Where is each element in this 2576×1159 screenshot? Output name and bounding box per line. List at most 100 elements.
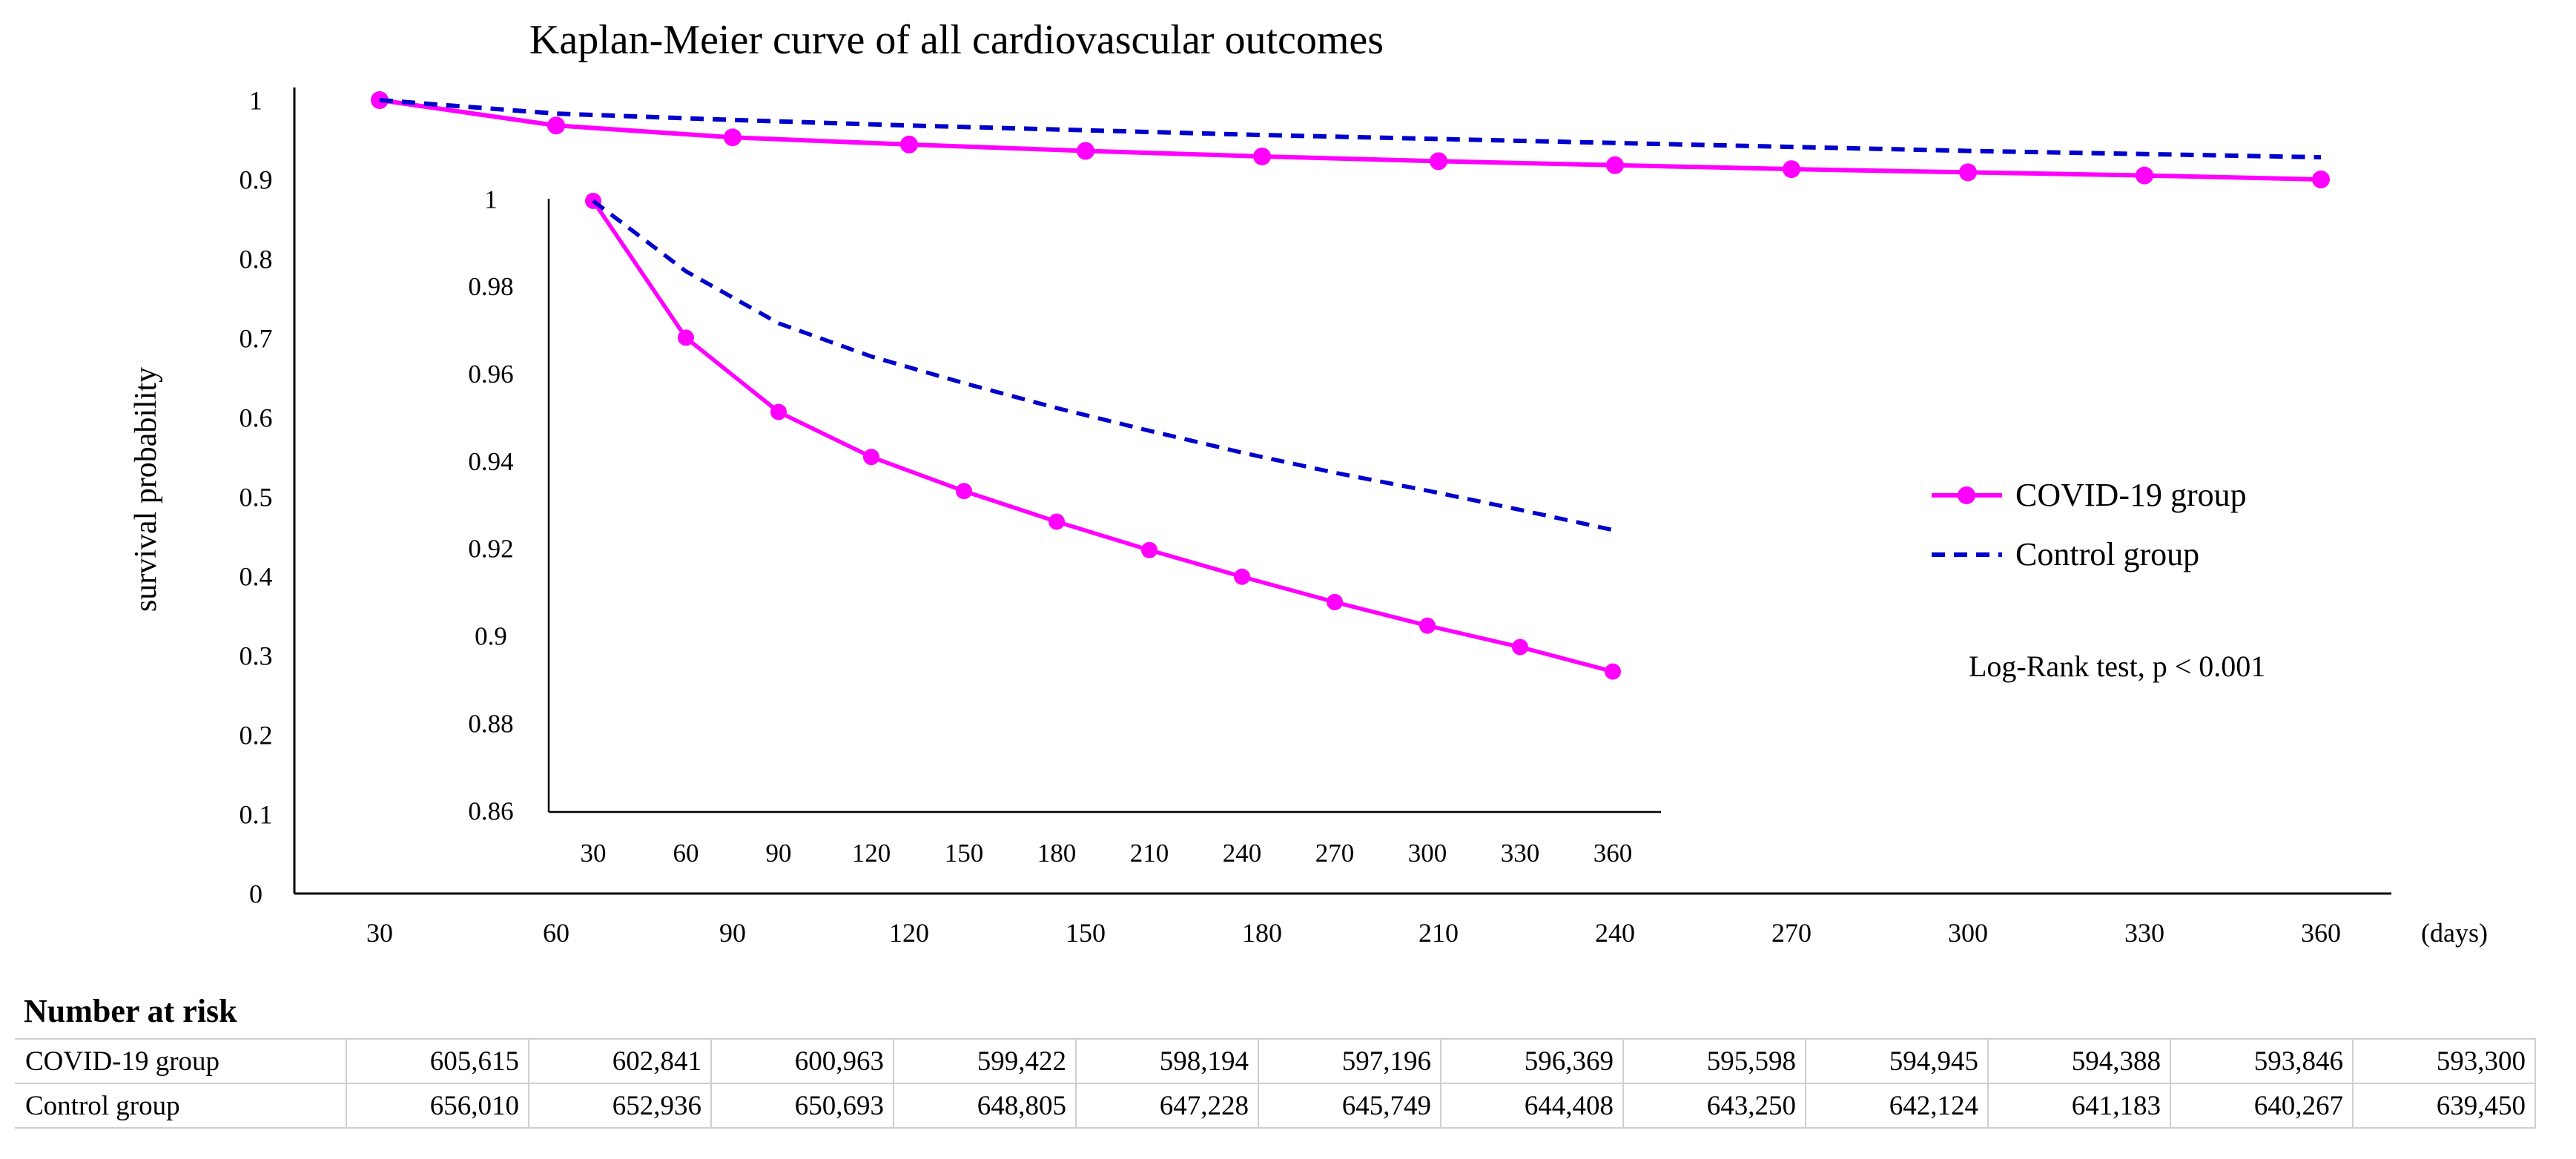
- inset-y-tick-label: 1: [484, 185, 498, 214]
- risk-cell: 643,250: [1623, 1083, 1806, 1129]
- y-axis-label: survival probability: [129, 367, 163, 612]
- risk-cell: 597,196: [1258, 1038, 1441, 1084]
- risk-cell: 598,194: [1076, 1038, 1259, 1084]
- main-x-tick-label: 150: [1066, 918, 1106, 948]
- risk-cell: 642,124: [1806, 1083, 1989, 1129]
- main-x-tick-label: 120: [889, 918, 929, 948]
- risk-cell: 599,422: [894, 1038, 1077, 1084]
- inset-covid-point: [1512, 638, 1528, 656]
- risk-row-control: Control group 656,010 652,936 650,693 648,80…: [15, 1083, 2536, 1129]
- risk-cell: 639,450: [2353, 1083, 2536, 1129]
- main-x-tick-label: 240: [1595, 918, 1635, 948]
- inset-covid-point: [770, 403, 787, 420]
- main-x-tick-label: 330: [2124, 918, 2164, 948]
- inset-x-tick-label: 330: [1501, 839, 1540, 868]
- inset-covid-point: [678, 329, 694, 346]
- inset-series-line-covid: [591, 199, 1614, 674]
- main-covid-point: [2312, 171, 2330, 188]
- risk-cell: 647,228: [1076, 1083, 1259, 1129]
- risk-cell: 648,805: [894, 1083, 1077, 1129]
- inset-y-tick-label: 0.94: [468, 447, 513, 476]
- inset-x-tick-label: 360: [1594, 839, 1633, 868]
- inset-covid-point: [1605, 663, 1621, 680]
- inset-covid-point: [1141, 541, 1157, 558]
- main-covid-point: [2136, 166, 2153, 185]
- main-x-tick-label: 180: [1242, 918, 1282, 948]
- main-covid-point: [1077, 142, 1094, 160]
- risk-cell: 602,841: [529, 1038, 712, 1084]
- risk-table-header: Number at risk: [24, 993, 237, 1029]
- legend: COVID-19 group Control group: [1932, 477, 2247, 572]
- risk-row-covid: COVID-19 group 605,615 602,841 600,963 599,4…: [15, 1038, 2536, 1084]
- inset-x-tick-label: 210: [1130, 839, 1169, 868]
- risk-cell: 594,388: [1988, 1038, 2171, 1084]
- risk-cell: 594,945: [1806, 1038, 1989, 1084]
- inset-series-group: [585, 192, 1621, 680]
- inset-y-tick-label: 0.86: [468, 796, 513, 825]
- inset-x-tick-label: 60: [673, 839, 699, 868]
- main-covid-point: [900, 135, 918, 153]
- main-covid-point: [1606, 156, 1624, 174]
- inset-y-tick-label: 0.88: [468, 709, 513, 738]
- main-series-group: [371, 91, 2330, 188]
- main-x-tick-label: 270: [1771, 918, 1812, 948]
- inset-y-tick-labels: 0.86 0.88 0.9 0.92 0.94 0.96 0.98 1: [468, 185, 513, 825]
- risk-cell: 645,749: [1258, 1083, 1441, 1129]
- main-y-tick-labels: 0 0.1 0.2 0.3 0.4 0.5 0.6 0.7 0.8 0.9 1: [240, 86, 273, 909]
- main-y-tick-label: 0.2: [240, 721, 273, 750]
- inset-x-tick-label: 240: [1223, 839, 1262, 868]
- risk-cell: 600,963: [711, 1038, 894, 1084]
- main-covid-point: [371, 91, 389, 109]
- main-covid-point: [1783, 160, 1800, 179]
- main-covid-point: [724, 128, 742, 147]
- main-x-tick-label: 60: [543, 918, 569, 948]
- risk-cell: 650,693: [711, 1083, 894, 1129]
- main-y-tick-label: 0: [249, 879, 262, 909]
- x-axis-unit-label: (days): [2421, 918, 2488, 948]
- risk-cell: 593,846: [2170, 1038, 2354, 1084]
- inset-y-tick-label: 0.9: [475, 622, 507, 651]
- inset-x-tick-label: 120: [852, 839, 891, 868]
- inset-x-tick-label: 30: [581, 839, 607, 868]
- inset-covid-point: [1327, 593, 1343, 610]
- chart-title: Kaplan-Meier curve of all cardiovascular…: [529, 17, 1384, 63]
- risk-cell: 595,598: [1623, 1038, 1806, 1084]
- risk-table: COVID-19 group 605,615 602,841 600,963 599,4…: [15, 1038, 2536, 1129]
- inset-covid-point: [1048, 513, 1065, 530]
- risk-cell: 593,300: [2353, 1038, 2536, 1084]
- main-x-tick-labels: 30 60 90 120 150 180 210 240 270 300 330 360: [366, 918, 2341, 948]
- main-covid-point: [1253, 147, 1271, 165]
- main-x-tick-label: 210: [1419, 918, 1459, 948]
- risk-cell: 656,010: [346, 1083, 529, 1129]
- main-series-line-control: [379, 98, 2322, 160]
- risk-cell: 644,408: [1441, 1083, 1624, 1129]
- risk-row-label: COVID-19 group: [15, 1038, 347, 1084]
- inset-y-tick-label: 0.92: [468, 535, 513, 564]
- inset-series-line-control: [592, 199, 1614, 532]
- risk-cell: 596,369: [1441, 1038, 1624, 1084]
- inset-x-tick-label: 150: [945, 839, 984, 868]
- inset-x-tick-label: 300: [1408, 839, 1447, 868]
- main-x-tick-label: 360: [2301, 918, 2341, 948]
- main-y-tick-label: 0.7: [240, 324, 273, 354]
- inset-x-tick-label: 270: [1315, 839, 1355, 868]
- inset-x-tick-label: 90: [766, 839, 792, 868]
- main-y-tick-label: 0.4: [240, 562, 273, 592]
- risk-cell: 605,615: [346, 1038, 529, 1084]
- main-covid-point: [1430, 152, 1447, 171]
- main-y-tick-label: 0.3: [240, 641, 273, 671]
- main-y-tick-label: 0.5: [240, 483, 273, 512]
- inset-x-tick-labels: 30 60 90 120 150 180 210 240 270 300 330 360: [581, 839, 1633, 868]
- risk-row-label: Control group: [15, 1083, 347, 1129]
- main-x-tick-label: 90: [719, 918, 746, 948]
- legend-covid-marker: [1958, 486, 1975, 504]
- main-y-tick-label: 0.8: [240, 245, 273, 274]
- risk-cell: 641,183: [1988, 1083, 2171, 1129]
- risk-cell: 652,936: [529, 1083, 712, 1129]
- legend-control-label: Control group: [2015, 536, 2199, 572]
- inset-covid-point: [1234, 568, 1250, 585]
- main-x-tick-label: 30: [366, 918, 393, 948]
- inset-x-tick-label: 180: [1037, 839, 1077, 868]
- inset-y-tick-label: 0.96: [468, 360, 513, 389]
- main-covid-point: [1959, 163, 1977, 182]
